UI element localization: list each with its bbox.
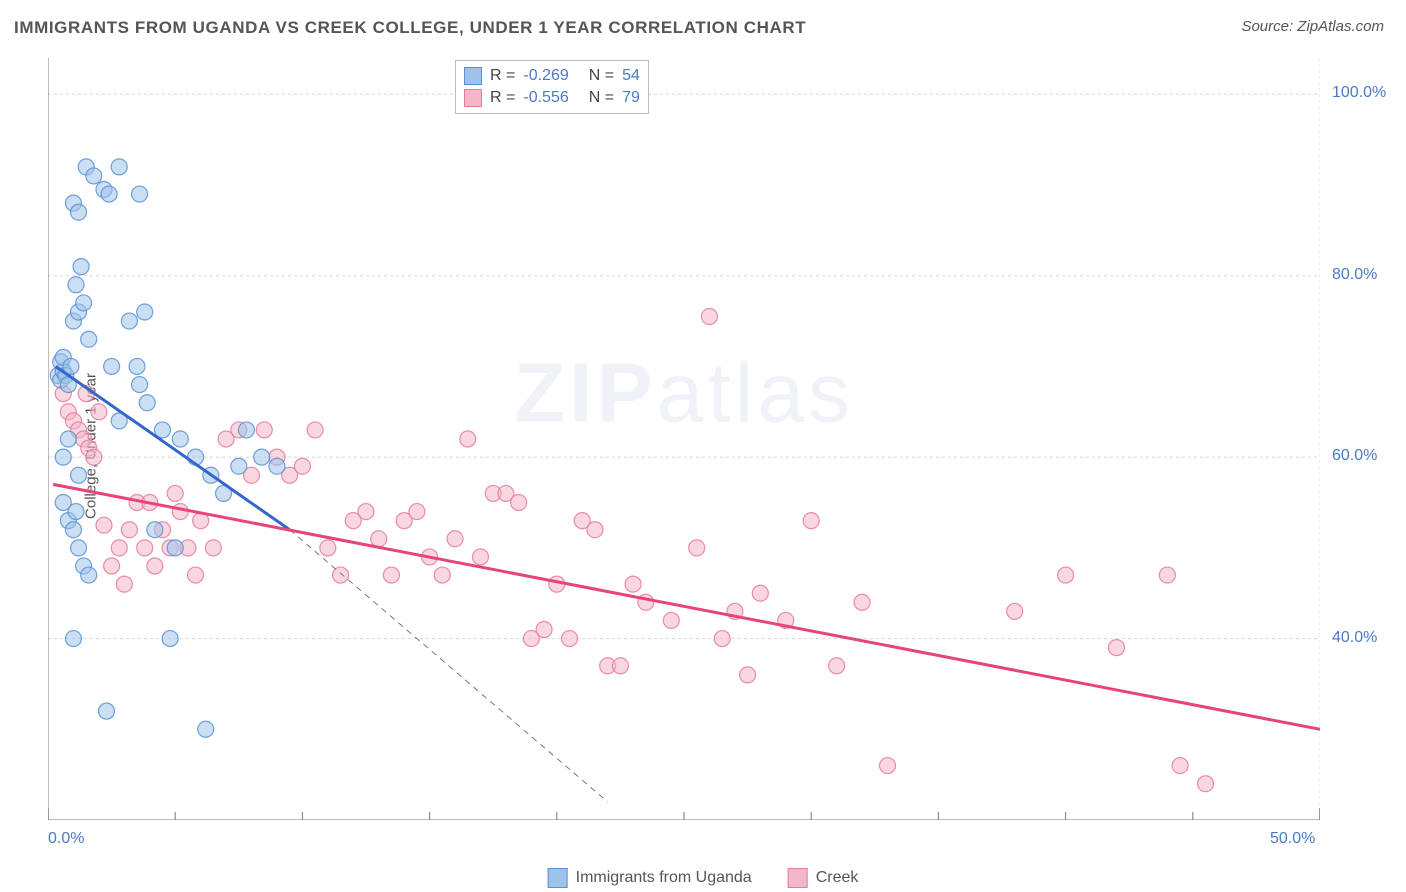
stats-row: R = -0.556 N = 79 bbox=[464, 87, 640, 109]
stats-swatch bbox=[464, 89, 482, 107]
stats-n-label: N = bbox=[589, 87, 614, 109]
legend-swatch-creek bbox=[788, 868, 808, 888]
bottom-legend: Immigrants from Uganda Creek bbox=[548, 868, 859, 888]
x-tick-label: 0.0% bbox=[48, 830, 84, 848]
stats-r-value: -0.269 bbox=[523, 65, 568, 87]
stats-n-label: N = bbox=[589, 65, 614, 87]
y-tick-label: 40.0% bbox=[1332, 629, 1377, 647]
x-tick-label: 50.0% bbox=[1270, 830, 1315, 848]
correlation-stats-box: R = -0.269 N = 54 R = -0.556 N = 79 bbox=[455, 60, 649, 114]
plot-area: ZIPatlas R =-0.269N =54R =-0.556N =79 bbox=[48, 58, 1320, 820]
legend-swatch-uganda bbox=[548, 868, 568, 888]
legend-item-creek: Creek bbox=[788, 868, 859, 888]
scatter-plot-svg bbox=[48, 58, 1320, 820]
stats-r-value: -0.556 bbox=[523, 87, 568, 109]
stats-row: R = -0.269 N = 54 bbox=[464, 65, 640, 87]
stats-swatch bbox=[464, 67, 482, 85]
stats-n-value: 79 bbox=[622, 87, 640, 109]
stats-r-label: R = bbox=[490, 65, 515, 87]
stats-n-value: 54 bbox=[622, 65, 640, 87]
y-tick-label: 60.0% bbox=[1332, 447, 1377, 465]
chart-container: IMMIGRANTS FROM UGANDA VS CREEK COLLEGE,… bbox=[0, 0, 1406, 892]
stats-r-label: R = bbox=[490, 87, 515, 109]
y-tick-label: 100.0% bbox=[1332, 84, 1386, 102]
chart-title: IMMIGRANTS FROM UGANDA VS CREEK COLLEGE,… bbox=[14, 18, 806, 38]
legend-item-uganda: Immigrants from Uganda bbox=[548, 868, 752, 888]
legend-label-uganda: Immigrants from Uganda bbox=[576, 869, 752, 887]
y-tick-label: 80.0% bbox=[1332, 266, 1377, 284]
source-attribution: Source: ZipAtlas.com bbox=[1241, 18, 1384, 35]
legend-label-creek: Creek bbox=[816, 869, 859, 887]
